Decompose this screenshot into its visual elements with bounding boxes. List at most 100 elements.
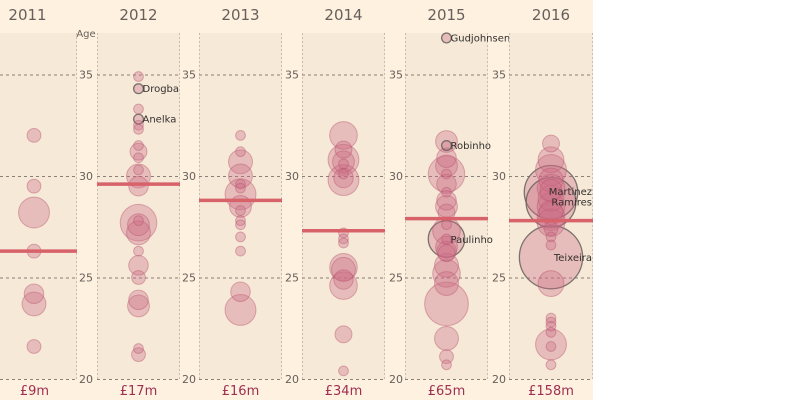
chart-background (0, 0, 593, 400)
player-label-robinho: Robinho (451, 141, 492, 152)
y-tick-label: 20 (389, 373, 403, 386)
player-label-paulinho: Paulinho (451, 235, 493, 246)
y-tick-label: 35 (389, 69, 403, 82)
bubbles (518, 134, 584, 371)
player-bubble (545, 326, 557, 338)
player-bubble (228, 149, 253, 175)
y-tick-label: 25 (492, 272, 506, 285)
player-bubble (235, 245, 246, 257)
player-bubble (331, 256, 356, 282)
player-bubble (332, 150, 355, 174)
player-bubble (537, 146, 565, 174)
player-bubble (128, 289, 149, 311)
player-bubble (542, 134, 560, 153)
panel-background (199, 33, 282, 379)
player-bubble-robinho (440, 140, 453, 152)
player-bubble (133, 71, 144, 82)
panel-2013: 2013 £16m (199, 6, 282, 399)
player-bubble (536, 208, 566, 237)
player-bubble (545, 359, 557, 371)
player-bubble (133, 103, 144, 115)
year-label: 2014 (324, 6, 362, 24)
y-tick-label: 20 (79, 373, 93, 386)
player-bubble (436, 240, 457, 262)
player-bubble (338, 168, 349, 180)
player-bubble (338, 233, 349, 245)
player-bubble (434, 271, 459, 297)
player-bubble (133, 343, 144, 354)
y-tick-label: 35 (492, 69, 506, 82)
player-bubble (128, 175, 149, 197)
player-bubble (133, 164, 144, 176)
bubbles (424, 32, 469, 371)
player-bubble (535, 328, 567, 361)
player-bubble (129, 142, 148, 161)
player-bubble (436, 147, 457, 168)
player-bubble (441, 233, 452, 245)
player-bubble (26, 178, 42, 194)
y-tick-label: 20 (492, 373, 506, 386)
player-bubble (536, 173, 566, 203)
player-bubble (235, 182, 246, 194)
player-bubble (441, 219, 452, 231)
player-bubble (235, 215, 246, 227)
player-bubble (127, 294, 150, 318)
player-bubble (436, 190, 457, 211)
player-bubble (133, 245, 144, 257)
y-tick-label: 20 (182, 373, 196, 386)
panels-layer: 2011 £9m 2012 £17m Drogba Anelka 2013 £16m 2014 £… (0, 6, 593, 399)
player-bubble (235, 178, 246, 190)
player-bubble (224, 294, 257, 326)
player-bubble (119, 203, 158, 242)
player-bubble (329, 121, 358, 150)
player-bubble (26, 128, 42, 143)
player-bubble (441, 186, 452, 198)
y-tick-label: 20 (285, 373, 299, 386)
player-label-anelka: Anelka (143, 115, 177, 126)
player-bubble (435, 154, 458, 178)
total-spend-label: £9m (20, 384, 49, 399)
panel-2012: 2012 £17m Drogba Anelka (97, 6, 180, 399)
player-bubble (126, 163, 151, 189)
player-bubble (437, 244, 456, 263)
panel-background (509, 33, 593, 379)
y-tick-label: 25 (79, 272, 93, 285)
player-bubble (133, 119, 144, 131)
player-bubble (545, 316, 557, 328)
player-bubble-anelka (132, 113, 145, 125)
year-label: 2011 (8, 6, 46, 24)
total-spend-label: £34m (325, 384, 362, 399)
y-tick-label: 25 (389, 272, 403, 285)
axis-layer: Age 20 25 30 35 20 25 30 35 20 25 30 35 20 25 30 35 20 25… (76, 29, 506, 386)
player-bubble (535, 153, 567, 186)
year-label: 2016 (532, 6, 570, 24)
player-bubble (327, 143, 360, 176)
player-bubble (327, 164, 360, 196)
player-bubble (435, 235, 458, 259)
player-bubble (537, 270, 565, 297)
player-bubble (334, 140, 353, 159)
player-bubble (434, 325, 459, 351)
player-bubble (432, 259, 461, 288)
panel-background (302, 33, 385, 379)
panel-2015: 2015 £65m Gudjohnsen Robinho Paulinho (405, 6, 510, 399)
player-bubble (235, 231, 246, 243)
player-bubble (545, 239, 557, 251)
player-bubble (545, 231, 557, 243)
player-bubble (439, 349, 454, 365)
player-bubble (329, 253, 358, 282)
player-bubble-teixeira (518, 224, 584, 290)
panel-2011: 2011 £9m (0, 6, 77, 399)
player-bubble (441, 168, 452, 180)
y-tick-label: 30 (492, 170, 506, 183)
player-bubble (230, 281, 251, 302)
player-bubble (18, 196, 50, 229)
panel-background (0, 33, 77, 379)
player-bubble (127, 213, 150, 237)
year-label: 2015 (427, 6, 465, 24)
player-bubble (128, 255, 149, 276)
player-bubble (545, 341, 557, 352)
total-spend-label: £65m (428, 384, 465, 399)
